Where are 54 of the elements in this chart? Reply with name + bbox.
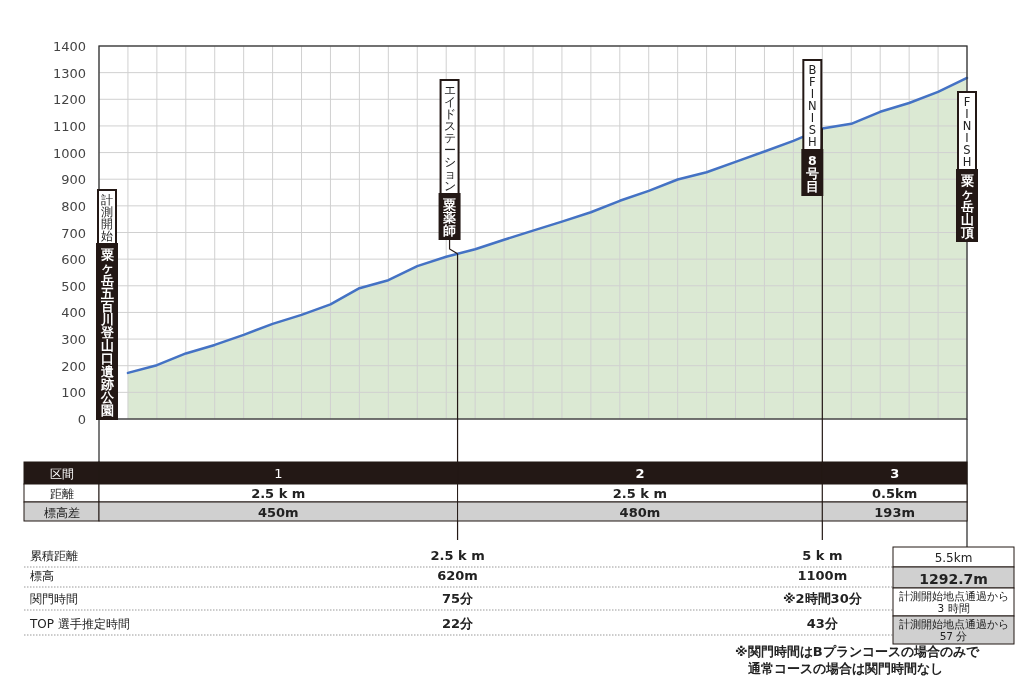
text: 2: [635, 466, 645, 481]
annotation: 8号目: [804, 152, 819, 194]
flag: FINISH 粟ヶ岳山頂: [956, 91, 978, 242]
y-tick-label: 700: [61, 225, 86, 241]
annotation: FINISH: [962, 94, 972, 169]
text: ※関門時間はBプランコースの場合のみで: [735, 644, 980, 659]
annotation: B FINISH: [808, 62, 817, 149]
y-tick-label: 1200: [52, 92, 86, 108]
text: 1: [274, 466, 283, 481]
flag: 計測開始 粟ヶ岳五百川登山口遺跡公園: [96, 189, 118, 420]
y-tick-label: 100: [61, 385, 86, 401]
y-tick-label: 1400: [52, 39, 86, 54]
text: 5.5km: [934, 551, 973, 565]
y-tick-label: 800: [61, 198, 86, 214]
text: ※2時間30分: [782, 591, 863, 606]
text: 累積距離: [30, 549, 78, 563]
text: 75分: [442, 591, 475, 606]
text: 区間: [49, 467, 74, 481]
text: 2.5 k m: [430, 548, 485, 563]
y-tick-label: 1300: [52, 65, 86, 81]
y-tick-label: 400: [61, 305, 86, 321]
y-tick-label: 0: [77, 412, 86, 427]
text: 3: [890, 466, 900, 481]
text: 0.5km: [872, 486, 918, 501]
text: 距離: [49, 487, 74, 501]
text: エイドステーション: [443, 82, 456, 193]
text: 43分: [806, 616, 839, 631]
annotation: 粟薬師: [442, 196, 457, 238]
text: 620m: [437, 568, 478, 583]
text: 450m: [257, 504, 299, 520]
y-tick-label: 600: [61, 252, 86, 268]
y-tick-label: 1100: [52, 118, 86, 134]
annotation: 粟ヶ岳山頂: [959, 172, 974, 240]
y-tick-label: 500: [61, 278, 86, 294]
text: 193m: [874, 504, 916, 520]
y-tick-label: 300: [61, 332, 86, 348]
text: 標高差: [43, 505, 80, 520]
text: 5 k m: [802, 548, 843, 563]
annotation: 計測開始: [101, 192, 113, 243]
text: 通常コースの場合は関門時間なし: [747, 661, 943, 676]
text: 計測開始地点通過から 3 時間: [898, 590, 1009, 614]
text: 22分: [442, 616, 475, 631]
text: 関門時間: [30, 592, 78, 606]
text: TOP 選手推定時間: [29, 617, 130, 631]
y-tick-label: 1000: [52, 145, 86, 161]
text: 計測開始地点通過から 57 分: [898, 618, 1009, 642]
text: 480m: [619, 504, 661, 520]
text: 標高: [30, 569, 54, 583]
text: 1100m: [797, 568, 848, 583]
text: 1292.7m: [919, 570, 988, 587]
y-tick-label: 900: [61, 172, 86, 188]
text: 2.5 k m: [612, 486, 668, 501]
text: 2.5 k m: [251, 486, 306, 501]
y-tick-label: 200: [61, 358, 86, 374]
